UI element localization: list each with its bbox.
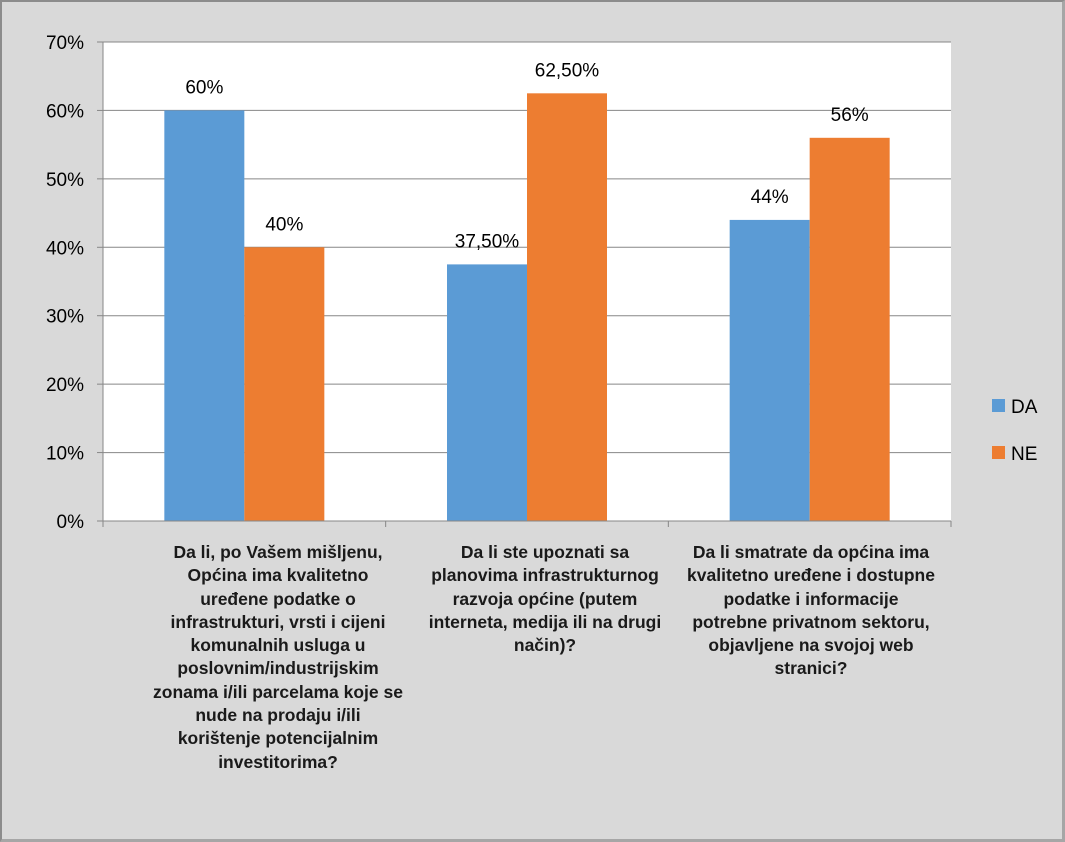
data-label: 40% — [265, 214, 303, 235]
data-label: 60% — [185, 77, 223, 98]
y-tick-label: 50% — [46, 170, 84, 191]
bar-ne — [527, 93, 607, 522]
legend-label-ne: NE — [1011, 444, 1037, 465]
x-axis — [102, 42, 952, 527]
legend-label-da: DA — [1011, 397, 1038, 418]
bar-da — [164, 110, 245, 521]
y-tick-label: 30% — [46, 307, 84, 328]
bars — [164, 93, 890, 522]
bar-ne — [809, 137, 890, 522]
y-tick-label: 70% — [46, 33, 84, 54]
category-label-1: Da li, po Vašem mišljenu, Općina ima kva… — [153, 542, 403, 772]
y-axis-ticks: 0% 10% 20% 30% 40% 50% 60% 70% — [46, 33, 103, 533]
data-label: 44% — [751, 187, 789, 208]
y-tick-label: 20% — [46, 375, 84, 396]
category-label-3: Da li smatrate da općina ima kvalitetno … — [687, 542, 935, 679]
legend: DA NE — [992, 397, 1038, 465]
y-tick-label: 0% — [57, 512, 85, 533]
data-labels: 60% 37,50% 44% 40% 62,50% 56% — [185, 60, 868, 252]
legend-swatch-ne — [992, 446, 1005, 459]
bar-da — [729, 219, 810, 521]
data-label: 37,50% — [455, 231, 520, 252]
data-label: 56% — [831, 105, 869, 126]
bar-da — [447, 264, 527, 521]
y-tick-label: 60% — [46, 101, 84, 122]
y-tick-label: 10% — [46, 444, 84, 465]
legend-swatch-da — [992, 399, 1005, 412]
y-tick-label: 40% — [46, 238, 84, 259]
bar-ne — [244, 247, 325, 522]
data-label: 62,50% — [535, 60, 600, 81]
category-label-2: Da li ste upoznati sa planovima infrastr… — [428, 542, 662, 656]
